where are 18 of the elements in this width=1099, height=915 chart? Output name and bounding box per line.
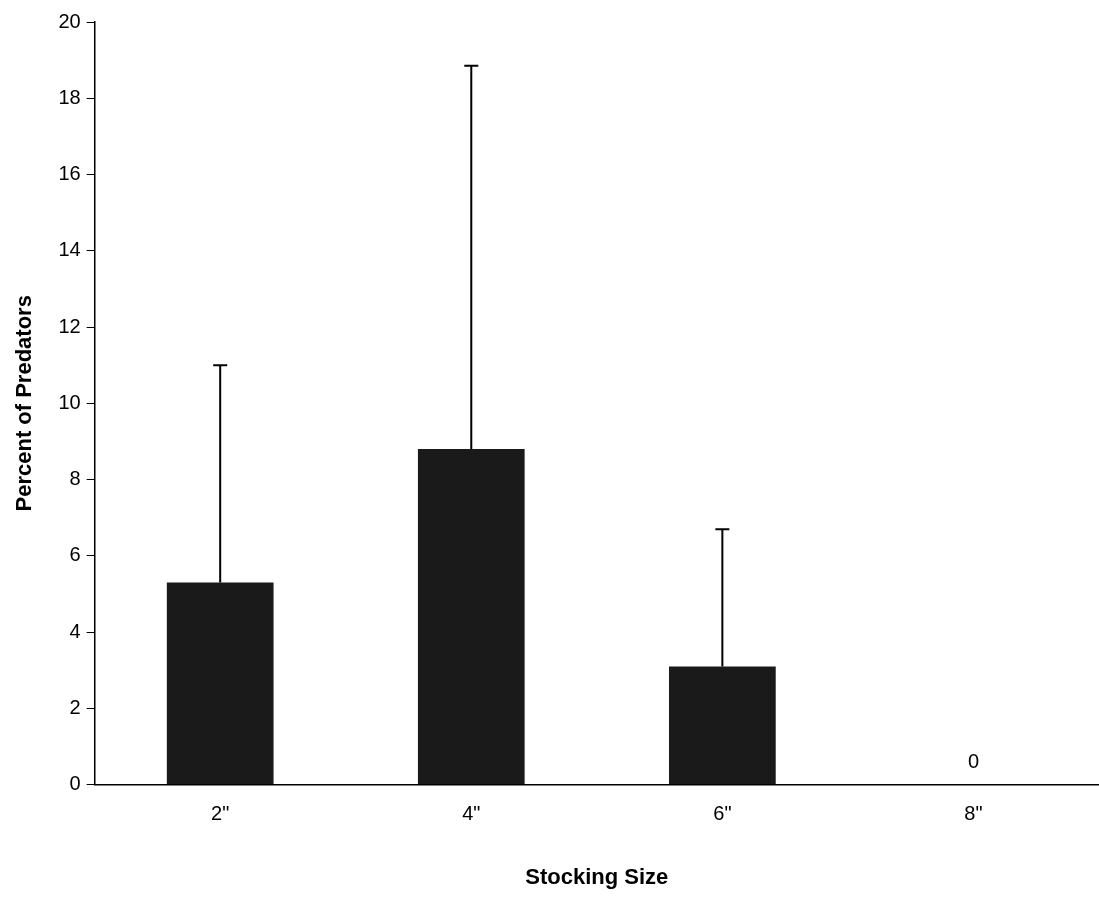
y-tick-label: 2 xyxy=(69,695,81,718)
y-tick-label: 4 xyxy=(69,619,81,642)
y-tick-label: 12 xyxy=(58,314,81,337)
y-tick-label: 20 xyxy=(58,9,81,32)
x-axis-title: Stocking Size xyxy=(525,863,669,889)
y-tick-label: 0 xyxy=(69,772,81,795)
y-tick-label: 18 xyxy=(58,85,81,108)
x-tick-label: 2" xyxy=(211,802,230,825)
x-tick-label: 6" xyxy=(713,802,732,825)
x-tick-label: 4" xyxy=(462,802,481,825)
y-axis-title: Percent of Predators xyxy=(11,295,37,512)
data-label: 0 xyxy=(967,750,980,773)
x-tick-label: 8" xyxy=(964,802,983,825)
y-tick-label: 14 xyxy=(58,238,81,261)
y-tick-label: 16 xyxy=(58,162,81,185)
y-tick-label: 6 xyxy=(69,543,81,566)
y-tick-label: 8 xyxy=(69,467,81,490)
y-tick-label: 10 xyxy=(58,390,81,413)
